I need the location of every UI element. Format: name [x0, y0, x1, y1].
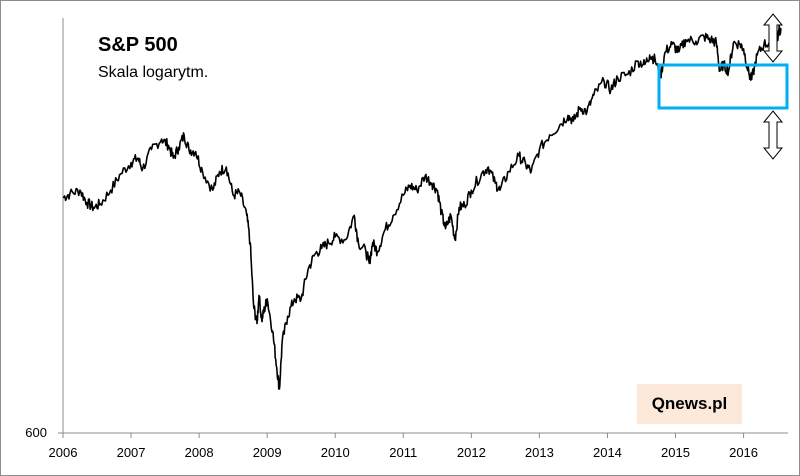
chart-title: S&P 500	[98, 34, 178, 56]
x-tick-label-2009: 2009	[253, 445, 282, 460]
x-tick-label-2013: 2013	[525, 445, 554, 460]
down-arrow-icon	[762, 110, 784, 160]
x-tick-label-2006: 2006	[49, 445, 78, 460]
x-tick-label-2012: 2012	[457, 445, 486, 460]
highlight-box	[657, 63, 789, 110]
x-tick-label-2011: 2011	[389, 445, 417, 460]
y-tick-label-600: 600	[25, 425, 47, 440]
x-tick-label-2014: 2014	[593, 445, 622, 460]
x-tick-label-2010: 2010	[321, 445, 350, 460]
up-arrow-icon	[762, 13, 784, 63]
chart-subtitle: Skala logarytm.	[98, 64, 209, 81]
x-tick-label-2015: 2015	[661, 445, 690, 460]
x-tick-label-2008: 2008	[185, 445, 214, 460]
x-tick-label-2016: 2016	[729, 445, 758, 460]
x-tick-label-2007: 2007	[117, 445, 146, 460]
watermark-badge: Qnews.pl	[637, 384, 742, 424]
sp500-line	[62, 25, 782, 390]
